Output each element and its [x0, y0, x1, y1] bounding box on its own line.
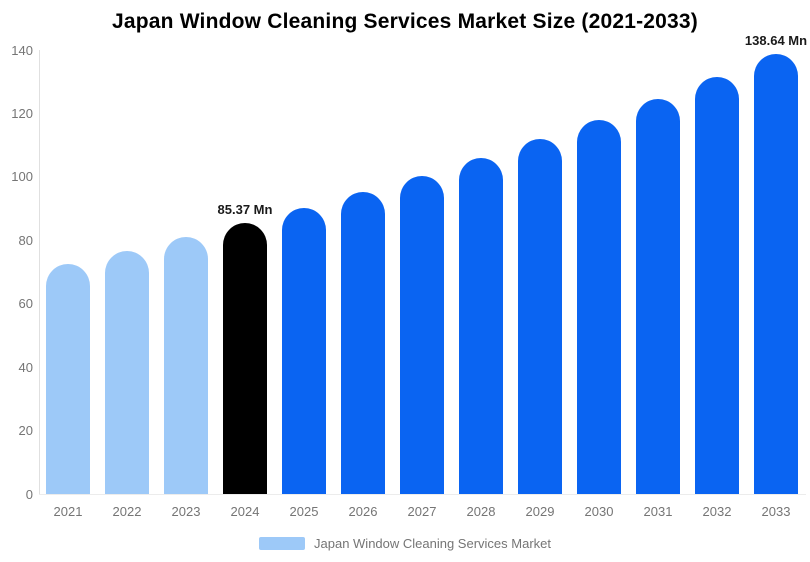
x-tick-label-2032: 2032	[702, 504, 732, 519]
x-tick-label-2031: 2031	[643, 504, 673, 519]
bar-2032[interactable]	[695, 77, 739, 494]
legend-label: Japan Window Cleaning Services Market	[314, 536, 551, 551]
y-tick-label-20: 20	[18, 423, 33, 439]
legend-swatch	[259, 537, 305, 550]
bar-2029[interactable]	[518, 139, 562, 494]
bar-2025[interactable]	[282, 208, 326, 494]
bar-2026[interactable]	[341, 192, 385, 494]
y-tick-label-40: 40	[18, 359, 33, 375]
x-tick-label-2029: 2029	[525, 504, 555, 519]
bar-2033[interactable]	[754, 54, 798, 494]
y-tick-label-80: 80	[18, 232, 33, 248]
x-tick-label-2030: 2030	[584, 504, 614, 519]
point-label-2024: 85.37 Mn	[217, 202, 273, 218]
x-axis-line	[39, 494, 806, 495]
chart-title: Japan Window Cleaning Services Market Si…	[111, 10, 698, 33]
x-tick-label-2027: 2027	[407, 504, 437, 519]
legend-item[interactable]: Japan Window Cleaning Services Market	[0, 536, 810, 551]
y-tick-label-0: 0	[25, 486, 33, 502]
y-axis-line	[39, 50, 40, 494]
x-tick-label-2022: 2022	[112, 504, 142, 519]
y-tick-label-120: 120	[11, 105, 33, 121]
bar-2023[interactable]	[164, 237, 208, 494]
bar-2031[interactable]	[636, 99, 680, 494]
x-tick-label-2021: 2021	[53, 504, 83, 519]
x-tick-label-2024: 2024	[230, 504, 260, 519]
bar-2024[interactable]	[223, 223, 267, 494]
bar-2028[interactable]	[459, 158, 503, 494]
bar-2030[interactable]	[577, 119, 621, 494]
bar-2021[interactable]	[46, 263, 90, 494]
y-tick-label-100: 100	[11, 169, 33, 185]
bar-2027[interactable]	[400, 175, 444, 494]
point-label-2033: 138.64 Mn	[744, 33, 808, 49]
x-tick-label-2026: 2026	[348, 504, 378, 519]
y-tick-label-140: 140	[11, 42, 33, 58]
x-tick-label-2033: 2033	[761, 504, 791, 519]
x-tick-label-2028: 2028	[466, 504, 496, 519]
y-tick-label-60: 60	[18, 296, 33, 312]
x-tick-label-2023: 2023	[171, 504, 201, 519]
bar-2022[interactable]	[105, 250, 149, 494]
x-tick-label-2025: 2025	[289, 504, 319, 519]
